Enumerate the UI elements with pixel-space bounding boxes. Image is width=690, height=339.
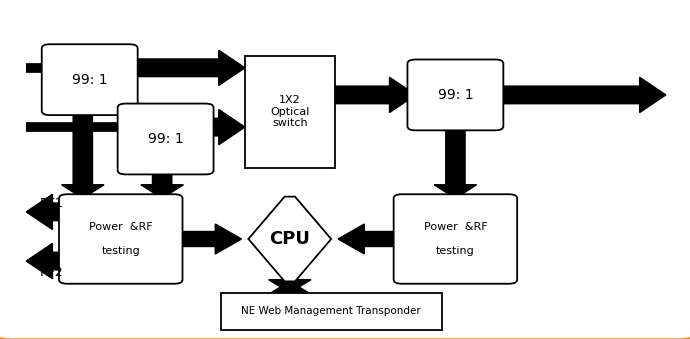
Polygon shape [130, 50, 245, 85]
Polygon shape [61, 111, 104, 198]
FancyBboxPatch shape [393, 194, 518, 284]
Bar [280, 280, 299, 294]
Polygon shape [174, 224, 242, 254]
Text: 99: 1: 99: 1 [148, 132, 184, 146]
Polygon shape [268, 280, 311, 293]
Polygon shape [248, 197, 331, 281]
Text: NE Web Management Transponder: NE Web Management Transponder [241, 306, 421, 316]
Bar [245, 56, 335, 168]
FancyBboxPatch shape [59, 194, 182, 284]
Text: 99: 1: 99: 1 [72, 73, 108, 87]
Polygon shape [268, 281, 311, 294]
Polygon shape [26, 243, 67, 279]
Text: 99: 1: 99: 1 [437, 88, 473, 102]
Text: Power  &RF

testing: Power &RF testing [89, 222, 152, 256]
Text: RF2: RF2 [40, 266, 63, 279]
Text: CPU: CPU [269, 230, 310, 248]
Polygon shape [495, 77, 666, 113]
Polygon shape [141, 171, 184, 198]
Polygon shape [434, 126, 477, 198]
Text: Power  &RF

testing: Power &RF testing [424, 222, 487, 256]
FancyBboxPatch shape [117, 104, 214, 175]
Text: RF1: RF1 [40, 197, 63, 210]
Bar [221, 293, 442, 330]
Polygon shape [206, 109, 245, 145]
FancyBboxPatch shape [407, 60, 504, 131]
Polygon shape [338, 224, 402, 254]
Polygon shape [26, 194, 67, 230]
Polygon shape [335, 77, 415, 113]
FancyBboxPatch shape [42, 44, 138, 115]
Text: 1X2
Optical
switch: 1X2 Optical switch [270, 95, 310, 128]
